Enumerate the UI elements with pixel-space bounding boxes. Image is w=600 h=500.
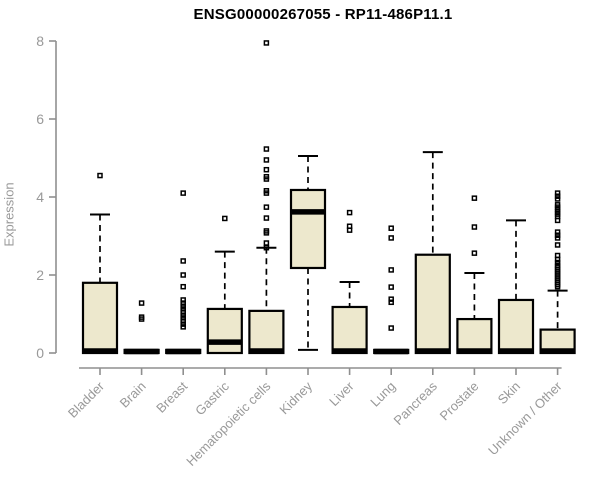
outlier-point — [97, 172, 103, 179]
outlier-point — [554, 202, 561, 208]
x-tick-label: Bladder — [65, 378, 108, 421]
outlier-point — [388, 235, 394, 241]
x-tick-label: Brain — [117, 379, 149, 411]
outlier-point — [554, 229, 561, 235]
outlier-point — [222, 215, 228, 222]
outlier-point — [180, 272, 186, 278]
outlier-point — [138, 314, 145, 320]
outlier-point — [554, 190, 561, 196]
outlier-point — [263, 240, 270, 246]
outlier-point — [138, 300, 145, 306]
x-tick-label: Liver — [326, 378, 357, 409]
outlier-point — [388, 267, 394, 273]
outlier-point — [180, 190, 186, 196]
outlier-point — [388, 325, 394, 331]
outlier-point — [554, 193, 561, 199]
outlier-point — [263, 40, 270, 46]
box-prostate — [456, 317, 493, 355]
outlier-point — [388, 284, 394, 290]
x-tick-label: Prostate — [437, 379, 482, 424]
outlier-point — [388, 296, 394, 302]
box-kidney — [289, 188, 327, 270]
box-bladder — [81, 281, 119, 355]
box-liver — [331, 305, 368, 355]
outlier-point — [263, 188, 270, 194]
outlier-point — [346, 223, 353, 229]
outlier-point — [388, 299, 394, 306]
outlier-point — [554, 252, 561, 259]
outlier-point — [471, 195, 478, 201]
y-tick-label: 2 — [36, 267, 44, 283]
outlier-point — [263, 215, 270, 221]
outlier-point — [180, 300, 186, 306]
outlier-point — [263, 157, 270, 163]
x-tick-label: Skin — [495, 379, 523, 407]
x-tick-label: Breast — [153, 378, 190, 415]
box-pancreas — [414, 253, 451, 355]
x-tick-label: Lung — [367, 379, 398, 410]
outlier-point — [180, 283, 186, 290]
outlier-point — [263, 204, 270, 210]
outlier-point — [180, 309, 186, 315]
chart-title: ENSG00000267055 - RP11-486P11.1 — [193, 6, 453, 23]
box-hematopoietic-cells — [248, 309, 285, 355]
outlier-point — [471, 224, 478, 230]
outlier-point — [263, 173, 270, 180]
outlier-point — [180, 321, 186, 327]
outlier-point — [180, 312, 186, 318]
outlier-point — [554, 242, 561, 248]
outlier-point — [388, 225, 394, 231]
outlier-point — [471, 250, 478, 256]
outlier-point — [554, 232, 561, 238]
outlier-point — [180, 258, 186, 264]
x-tick-label: Gastric — [192, 378, 232, 418]
box-skin — [497, 298, 535, 355]
y-tick-label: 6 — [36, 111, 44, 127]
outlier-point — [554, 259, 561, 266]
x-tick-label: Pancreas — [390, 378, 440, 428]
y-tick-label: 8 — [36, 33, 44, 49]
outlier-point — [263, 228, 270, 234]
x-tick-label: Unknown / Other — [485, 378, 565, 458]
outlier-point — [180, 303, 186, 309]
y-tick-label: 0 — [36, 345, 44, 361]
box-gastric — [206, 307, 243, 355]
outlier-point — [263, 166, 270, 173]
outlier-point — [180, 297, 186, 303]
y-tick-label: 4 — [36, 189, 44, 205]
outlier-point — [180, 318, 186, 324]
x-tick-label: Kidney — [276, 378, 315, 417]
outlier-point — [263, 146, 270, 152]
outlier-point — [346, 209, 353, 216]
